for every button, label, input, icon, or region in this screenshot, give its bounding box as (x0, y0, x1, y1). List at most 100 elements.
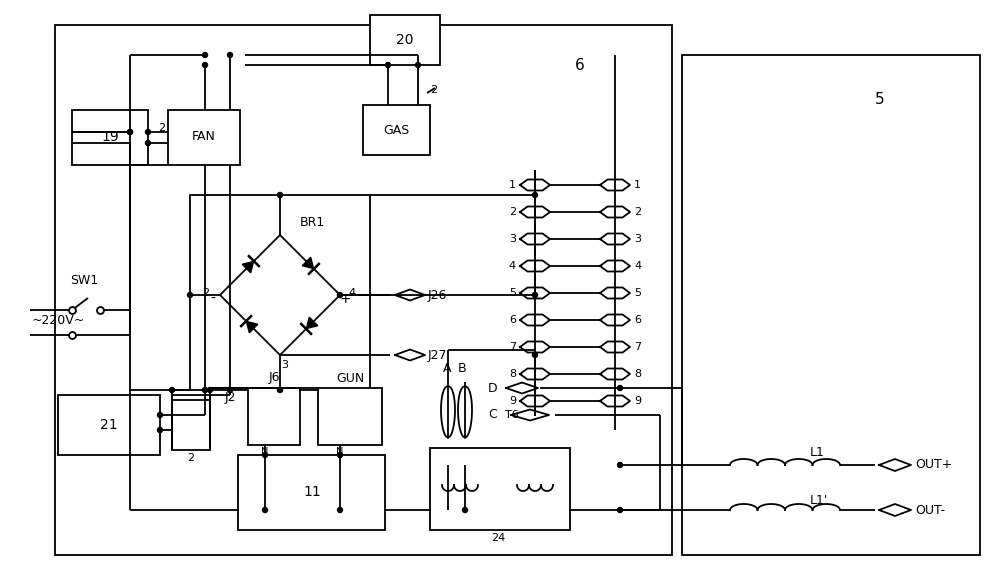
Circle shape (416, 62, 420, 68)
Text: 3: 3 (634, 234, 641, 244)
Circle shape (208, 387, 212, 393)
Polygon shape (246, 321, 258, 333)
Polygon shape (306, 317, 318, 328)
Text: 5: 5 (509, 288, 516, 298)
Circle shape (462, 508, 468, 512)
Text: D: D (488, 382, 498, 394)
Text: 8: 8 (509, 369, 516, 379)
Circle shape (228, 53, 232, 57)
Circle shape (338, 453, 342, 457)
Bar (363, 105, 430, 155)
Text: 9: 9 (509, 396, 516, 406)
Text: 19: 19 (101, 130, 119, 144)
Circle shape (338, 292, 342, 297)
Bar (72, 110, 148, 165)
Circle shape (146, 129, 150, 135)
Text: 7: 7 (509, 342, 516, 352)
Text: +: + (339, 292, 351, 306)
Circle shape (532, 352, 538, 358)
Circle shape (128, 129, 132, 135)
Text: 1: 1 (634, 180, 641, 190)
Bar (430, 448, 570, 530)
Text: 20: 20 (396, 33, 414, 47)
Circle shape (278, 387, 283, 393)
Circle shape (158, 427, 162, 433)
Bar (58, 395, 160, 455)
Text: 7: 7 (634, 342, 641, 352)
Text: -: - (211, 292, 215, 306)
Text: L1': L1' (810, 493, 828, 507)
Bar (168, 110, 240, 165)
Text: 2: 2 (634, 207, 641, 217)
Bar (370, 15, 440, 65)
Text: 9: 9 (634, 396, 641, 406)
Text: OUT-: OUT- (915, 504, 945, 516)
Text: 4: 4 (634, 261, 641, 271)
Text: 6: 6 (634, 315, 641, 325)
Circle shape (618, 462, 622, 468)
Circle shape (618, 508, 622, 512)
Bar (190, 195, 370, 390)
Circle shape (202, 62, 208, 68)
Text: 3: 3 (509, 234, 516, 244)
Bar (682, 55, 980, 555)
Text: BR1: BR1 (300, 217, 325, 230)
Circle shape (618, 386, 622, 391)
Bar (172, 400, 210, 450)
Bar (318, 388, 382, 445)
Circle shape (532, 292, 538, 297)
Text: 6: 6 (509, 315, 516, 325)
Circle shape (228, 387, 232, 393)
Text: 2: 2 (158, 123, 165, 133)
Text: C: C (488, 409, 497, 422)
Circle shape (532, 193, 538, 198)
Text: GUN: GUN (336, 371, 364, 384)
Text: 24: 24 (491, 533, 505, 543)
Text: B: B (458, 362, 466, 375)
Text: 5: 5 (634, 288, 641, 298)
Text: T6: T6 (505, 410, 519, 420)
Polygon shape (302, 257, 314, 269)
Circle shape (262, 508, 268, 512)
Text: J26: J26 (428, 288, 447, 301)
Text: 1: 1 (509, 180, 516, 190)
Circle shape (386, 62, 390, 68)
Text: J2: J2 (224, 391, 236, 405)
Bar (55, 25, 672, 555)
Polygon shape (242, 261, 254, 273)
Text: 6: 6 (575, 57, 585, 73)
Text: GAS: GAS (383, 124, 409, 136)
Circle shape (146, 140, 150, 146)
Text: J6: J6 (268, 371, 280, 384)
Text: 2: 2 (187, 453, 195, 463)
Bar (248, 388, 300, 445)
Text: 4: 4 (348, 288, 356, 298)
Text: A: A (443, 362, 451, 375)
Circle shape (278, 193, 283, 198)
Circle shape (128, 129, 132, 135)
Circle shape (188, 292, 192, 297)
Circle shape (158, 413, 162, 418)
Circle shape (170, 387, 175, 393)
Circle shape (262, 453, 268, 457)
Text: SW1: SW1 (70, 273, 98, 286)
Text: N: N (261, 447, 269, 457)
Text: 2: 2 (509, 207, 516, 217)
Circle shape (338, 508, 342, 512)
Bar (238, 455, 385, 530)
Circle shape (202, 53, 208, 57)
Text: J27: J27 (428, 348, 448, 362)
Text: 21: 21 (100, 418, 118, 432)
Text: L1: L1 (810, 446, 825, 460)
Text: FAN: FAN (192, 131, 216, 143)
Text: 2: 2 (202, 288, 210, 298)
Text: 3: 3 (282, 360, 288, 370)
Circle shape (202, 387, 208, 393)
Text: OUT+: OUT+ (915, 458, 952, 472)
Text: N: N (336, 447, 344, 457)
Text: 5: 5 (875, 92, 885, 108)
Text: 2: 2 (430, 85, 437, 95)
Text: ~220V~: ~220V~ (32, 313, 85, 327)
Text: 8: 8 (634, 369, 641, 379)
Text: 11: 11 (303, 485, 321, 499)
